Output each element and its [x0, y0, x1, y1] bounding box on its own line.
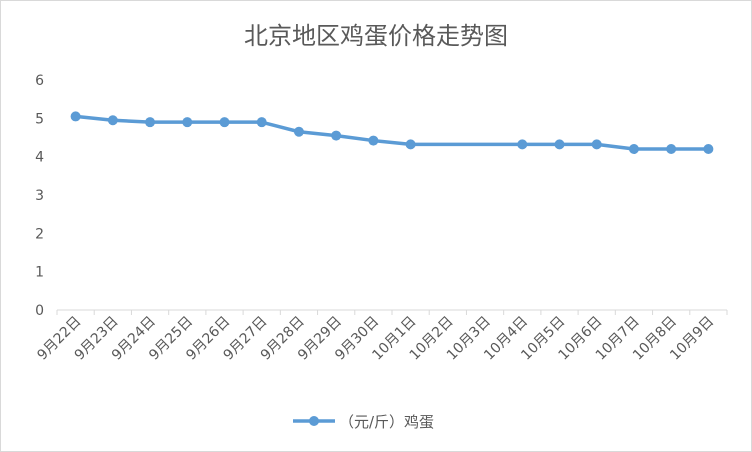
data-point [703, 144, 714, 154]
data-point [331, 130, 342, 141]
y-tick-label: 2 [35, 226, 44, 242]
x-axis-labels: 9月22日9月23日9月24日9月25日9月26日9月27日9月28日9月29日… [34, 314, 717, 364]
y-tick-label: 0 [35, 303, 44, 319]
y-tick-label: 3 [35, 188, 44, 204]
y-tick-label: 5 [35, 111, 44, 127]
data-point [219, 117, 230, 128]
data-point [293, 126, 304, 137]
legend-dot-marker [309, 416, 319, 426]
data-point [405, 139, 416, 150]
data-point [182, 117, 193, 128]
data-point [591, 139, 602, 150]
data-point [368, 135, 379, 146]
data-point [107, 115, 118, 126]
data-point [517, 139, 528, 150]
data-point [628, 144, 639, 154]
legend: （元/斤）鸡蛋 [293, 413, 434, 431]
series-group [70, 111, 714, 154]
y-axis-ticks: 0 1 2 3 4 5 6 [35, 73, 44, 319]
chart-title: 北京地区鸡蛋价格走势图 [244, 22, 508, 50]
x-axis-ticks [56, 310, 728, 315]
y-tick-label: 1 [35, 265, 44, 281]
data-point [70, 111, 81, 122]
data-point [256, 117, 267, 128]
data-point [666, 144, 677, 154]
legend-label: （元/斤）鸡蛋 [339, 413, 434, 431]
y-tick-label: 6 [35, 73, 44, 89]
data-point [554, 139, 565, 150]
y-tick-label: 4 [35, 150, 44, 166]
data-point [145, 117, 156, 128]
series-line [75, 114, 709, 151]
